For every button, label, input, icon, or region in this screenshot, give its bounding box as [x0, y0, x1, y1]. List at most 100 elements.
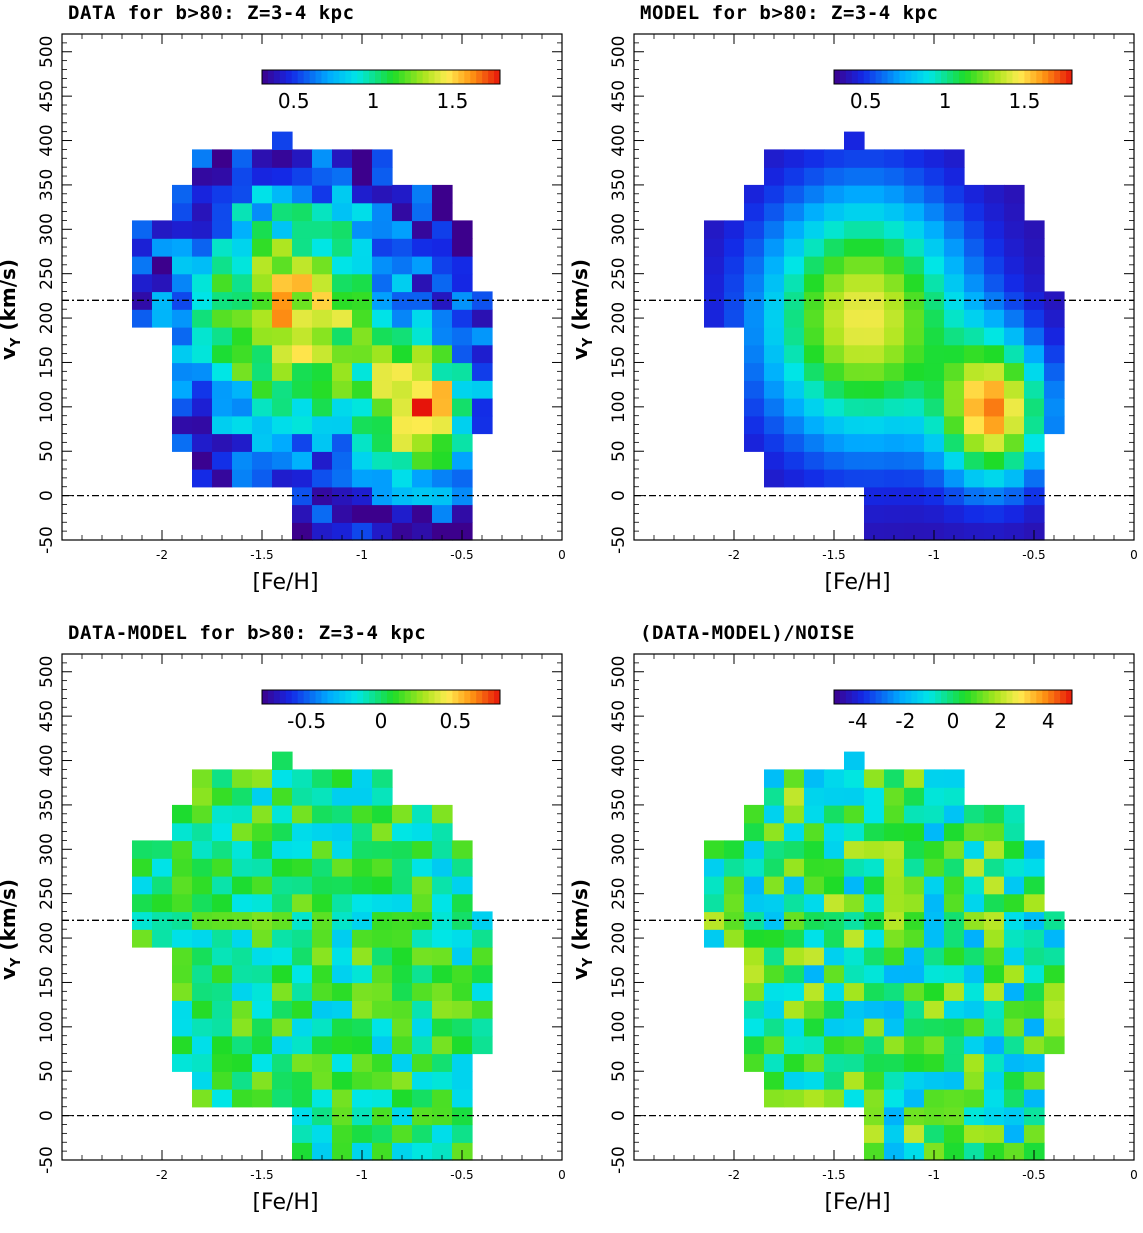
heatmap-cell — [312, 167, 333, 186]
heatmap-cell — [372, 946, 393, 966]
x-tick-label: -2 — [728, 548, 740, 562]
heatmap-cell — [292, 858, 313, 877]
heatmap-cell — [272, 946, 293, 966]
heatmap-cell — [412, 309, 433, 328]
heatmap-cell — [884, 167, 905, 186]
heatmap-cell — [392, 309, 413, 328]
colorbar-segment — [404, 690, 412, 704]
heatmap-cell — [984, 840, 1005, 859]
heatmap-cell — [372, 875, 393, 895]
heatmap-cell — [984, 804, 1005, 824]
heatmap-cell — [1004, 840, 1025, 859]
heatmap-cell — [152, 238, 173, 257]
heatmap-cell — [764, 1089, 785, 1108]
heatmap-cell — [452, 893, 473, 913]
heatmap-cell — [944, 1053, 965, 1072]
heatmap-cell — [432, 220, 453, 239]
heatmap-cell — [784, 415, 805, 435]
colorbar-segment — [863, 70, 871, 84]
heatmap-cell — [372, 893, 393, 913]
heatmap-cell — [804, 893, 825, 913]
heatmap-cell — [944, 469, 965, 488]
heatmap-cell — [824, 1089, 845, 1108]
heatmap-cell — [412, 840, 433, 859]
heatmap-cell — [192, 220, 213, 239]
colorbar-segment — [1030, 690, 1037, 704]
heatmap-cell — [764, 415, 785, 435]
heatmap-cell — [192, 273, 213, 293]
heatmap-cell — [192, 362, 213, 381]
heatmap-cell — [392, 1089, 413, 1108]
heatmap-cell — [884, 344, 905, 364]
colorbar-segment — [1042, 70, 1049, 84]
heatmap-cell — [824, 964, 845, 984]
heatmap-cell — [824, 202, 845, 222]
heatmap-cell — [152, 840, 173, 859]
heatmap-cell — [804, 822, 825, 842]
colorbar-segment — [875, 70, 883, 84]
heatmap-cell — [844, 309, 865, 328]
heatmap-cell — [784, 893, 805, 913]
heatmap-cell — [1024, 344, 1045, 364]
colorbar-segment — [947, 690, 954, 704]
heatmap-cell — [704, 875, 725, 895]
heatmap-cell — [1004, 380, 1025, 399]
heatmap-cell — [984, 344, 1005, 364]
heatmap-cell — [192, 398, 213, 417]
heatmap-cell — [744, 220, 765, 239]
heatmap-cell — [412, 344, 433, 364]
heatmap-cell — [372, 982, 393, 1001]
heatmap-cell — [212, 469, 233, 488]
heatmap-cell — [1004, 1142, 1025, 1161]
heatmap-cell — [764, 787, 785, 806]
heatmap-cell — [192, 309, 213, 328]
heatmap-cell — [1004, 451, 1025, 470]
colorbar-tick-label: 0.5 — [278, 89, 310, 113]
heatmap-cell — [804, 1018, 825, 1037]
heatmap-cell — [1024, 840, 1045, 859]
heatmap-cell — [984, 362, 1005, 381]
colorbar-segment — [994, 70, 1002, 84]
heatmap-cell — [192, 149, 213, 168]
colorbar-segment — [1054, 70, 1061, 84]
heatmap-cell — [412, 822, 433, 842]
heatmap-cell — [784, 787, 805, 806]
colorbar-segment — [458, 70, 465, 84]
x-tick-label: 0 — [1130, 1168, 1138, 1182]
heatmap-cell — [212, 787, 233, 806]
heatmap-cell — [804, 1071, 825, 1090]
colorbar-segment — [309, 70, 317, 84]
heatmap-cell — [232, 344, 253, 364]
x-tick-label: -1 — [356, 1168, 368, 1182]
heatmap-cell — [944, 255, 965, 275]
heatmap-cell — [1024, 858, 1045, 877]
colorbar-segment — [458, 690, 465, 704]
heatmap-cell — [964, 1018, 985, 1037]
heatmap-cell — [804, 273, 825, 293]
heatmap-cell — [212, 769, 233, 788]
y-tick-label: 250 — [609, 877, 629, 909]
heatmap-cell — [432, 184, 453, 204]
colorbar-segment — [857, 690, 865, 704]
heatmap-cell — [924, 309, 945, 328]
heatmap-cell — [232, 1053, 253, 1072]
heatmap-cell — [412, 504, 433, 523]
heatmap-cell — [884, 273, 905, 293]
heatmap-cell — [192, 255, 213, 275]
heatmap-cell — [312, 1089, 333, 1108]
heatmap-cell — [964, 522, 985, 541]
heatmap-cell — [312, 469, 333, 488]
heatmap-cell — [252, 1053, 273, 1072]
heatmap-cell — [1024, 451, 1045, 470]
colorbar-segment — [416, 70, 424, 84]
heatmap-cell — [964, 184, 985, 204]
heatmap-cell — [964, 415, 985, 435]
heatmap-cell — [312, 929, 333, 948]
colorbar-segment — [851, 690, 859, 704]
heatmap-cell — [252, 398, 273, 417]
heatmap-cell — [844, 220, 865, 239]
heatmap-cell — [904, 1018, 925, 1037]
heatmap-cell — [824, 433, 845, 452]
colorbar-segment — [911, 690, 918, 704]
heatmap-cell — [1044, 946, 1065, 966]
